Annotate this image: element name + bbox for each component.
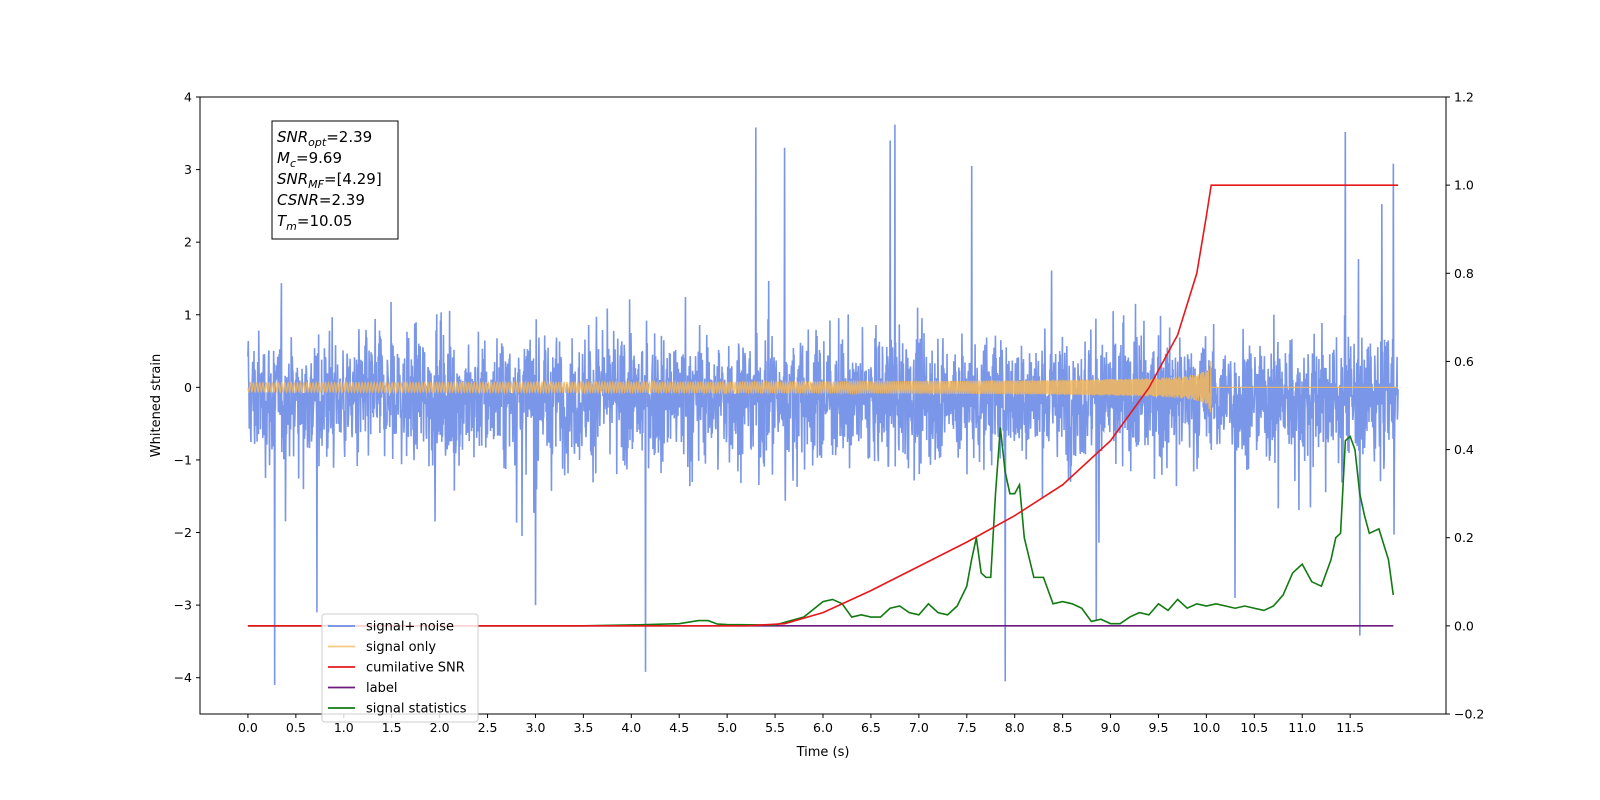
annotation-line: SNRMF=[4.29] bbox=[277, 170, 382, 191]
x-tick-label: 6.0 bbox=[813, 720, 833, 735]
x-tick-label: 10.5 bbox=[1240, 720, 1268, 735]
x-tick-label: 6.5 bbox=[861, 720, 881, 735]
annotation-frame bbox=[271, 120, 399, 240]
x-tick-label: 8.5 bbox=[1053, 720, 1073, 735]
x-tick-label: 3.5 bbox=[573, 720, 593, 735]
y-tick-label: −2 bbox=[174, 525, 192, 540]
x-tick-label: 2.0 bbox=[430, 720, 450, 735]
x-tick-label: 0.5 bbox=[286, 720, 306, 735]
legend-entry: signal only bbox=[366, 640, 436, 655]
axes: 0.0 0.5 1.0 1.5 2.0 2.5 3.0 3.5 4.0 4.5 5.0 5.5 6.0 6… bbox=[174, 90, 1485, 736]
series-signal-noise bbox=[247, 124, 1399, 685]
series-cumulative-snr bbox=[247, 184, 1399, 627]
y-tick-label: −1 bbox=[174, 452, 192, 467]
y-tick-label: −4 bbox=[174, 670, 192, 685]
y-tick-label: 2 bbox=[184, 235, 192, 250]
x-tick-label: 4.5 bbox=[669, 720, 689, 735]
x-tick-label: 0.0 bbox=[238, 720, 258, 735]
y-tick-label: 1 bbox=[184, 307, 192, 322]
x-tick-label: 7.0 bbox=[909, 720, 929, 735]
legend-entry: cumilative SNR bbox=[366, 661, 465, 676]
y2-tick-label: 0.0 bbox=[1454, 618, 1474, 633]
legend-entry: signal statistics bbox=[366, 702, 467, 717]
annotation-line: Mc=9.69 bbox=[277, 149, 342, 170]
legend: signal+ noise signal only cumilative SNR la… bbox=[321, 613, 479, 723]
x-tick-label: 11.5 bbox=[1336, 720, 1364, 735]
x-tick-label: 5.5 bbox=[765, 720, 785, 735]
x-tick-label: 8.0 bbox=[1005, 720, 1025, 735]
x-tick-label: 9.0 bbox=[1101, 720, 1121, 735]
x-tick-label: 9.5 bbox=[1149, 720, 1169, 735]
y2-tick-label: 0.6 bbox=[1454, 354, 1474, 369]
x-tick-label: 2.5 bbox=[478, 720, 498, 735]
y-tick-label: 3 bbox=[184, 162, 192, 177]
y2-tick-label: 0.2 bbox=[1454, 530, 1474, 545]
y2-tick-label: 1.2 bbox=[1454, 90, 1474, 105]
y-axis-label: Whitened strain bbox=[149, 354, 164, 457]
legend-entry: signal+ noise bbox=[366, 620, 454, 635]
x-tick-label: 4.0 bbox=[621, 720, 641, 735]
y2-tick-label: 1.0 bbox=[1454, 178, 1474, 193]
x-tick-label: 7.5 bbox=[957, 720, 977, 735]
y2-tick-label: 0.8 bbox=[1454, 266, 1474, 281]
legend-frame bbox=[321, 613, 479, 723]
annotation-line: Tm=10.05 bbox=[277, 212, 352, 233]
legend-entry: label bbox=[366, 681, 397, 696]
series-signal-statistics bbox=[247, 427, 1395, 627]
y2-tick-label: 0.4 bbox=[1454, 442, 1474, 457]
y2-tick-label: −0.2 bbox=[1454, 707, 1484, 722]
y-tick-label: 0 bbox=[184, 380, 192, 395]
y-tick-label: 4 bbox=[184, 90, 192, 105]
y-tick-label: −3 bbox=[174, 598, 192, 613]
x-tick-label: 5.0 bbox=[717, 720, 737, 735]
x-tick-label: 3.0 bbox=[526, 720, 546, 735]
x-axis-label: Time (s) bbox=[796, 745, 850, 760]
series-signal-only bbox=[247, 360, 1399, 413]
annotation-line: CSNR=2.39 bbox=[277, 191, 365, 209]
x-tick-label: 1.0 bbox=[334, 720, 354, 735]
x-tick-label: 1.5 bbox=[382, 720, 402, 735]
x-tick-label: 10.0 bbox=[1192, 720, 1220, 735]
annotation-line: SNRopt=2.39 bbox=[277, 128, 372, 149]
x-tick-label: 11.0 bbox=[1288, 720, 1316, 735]
